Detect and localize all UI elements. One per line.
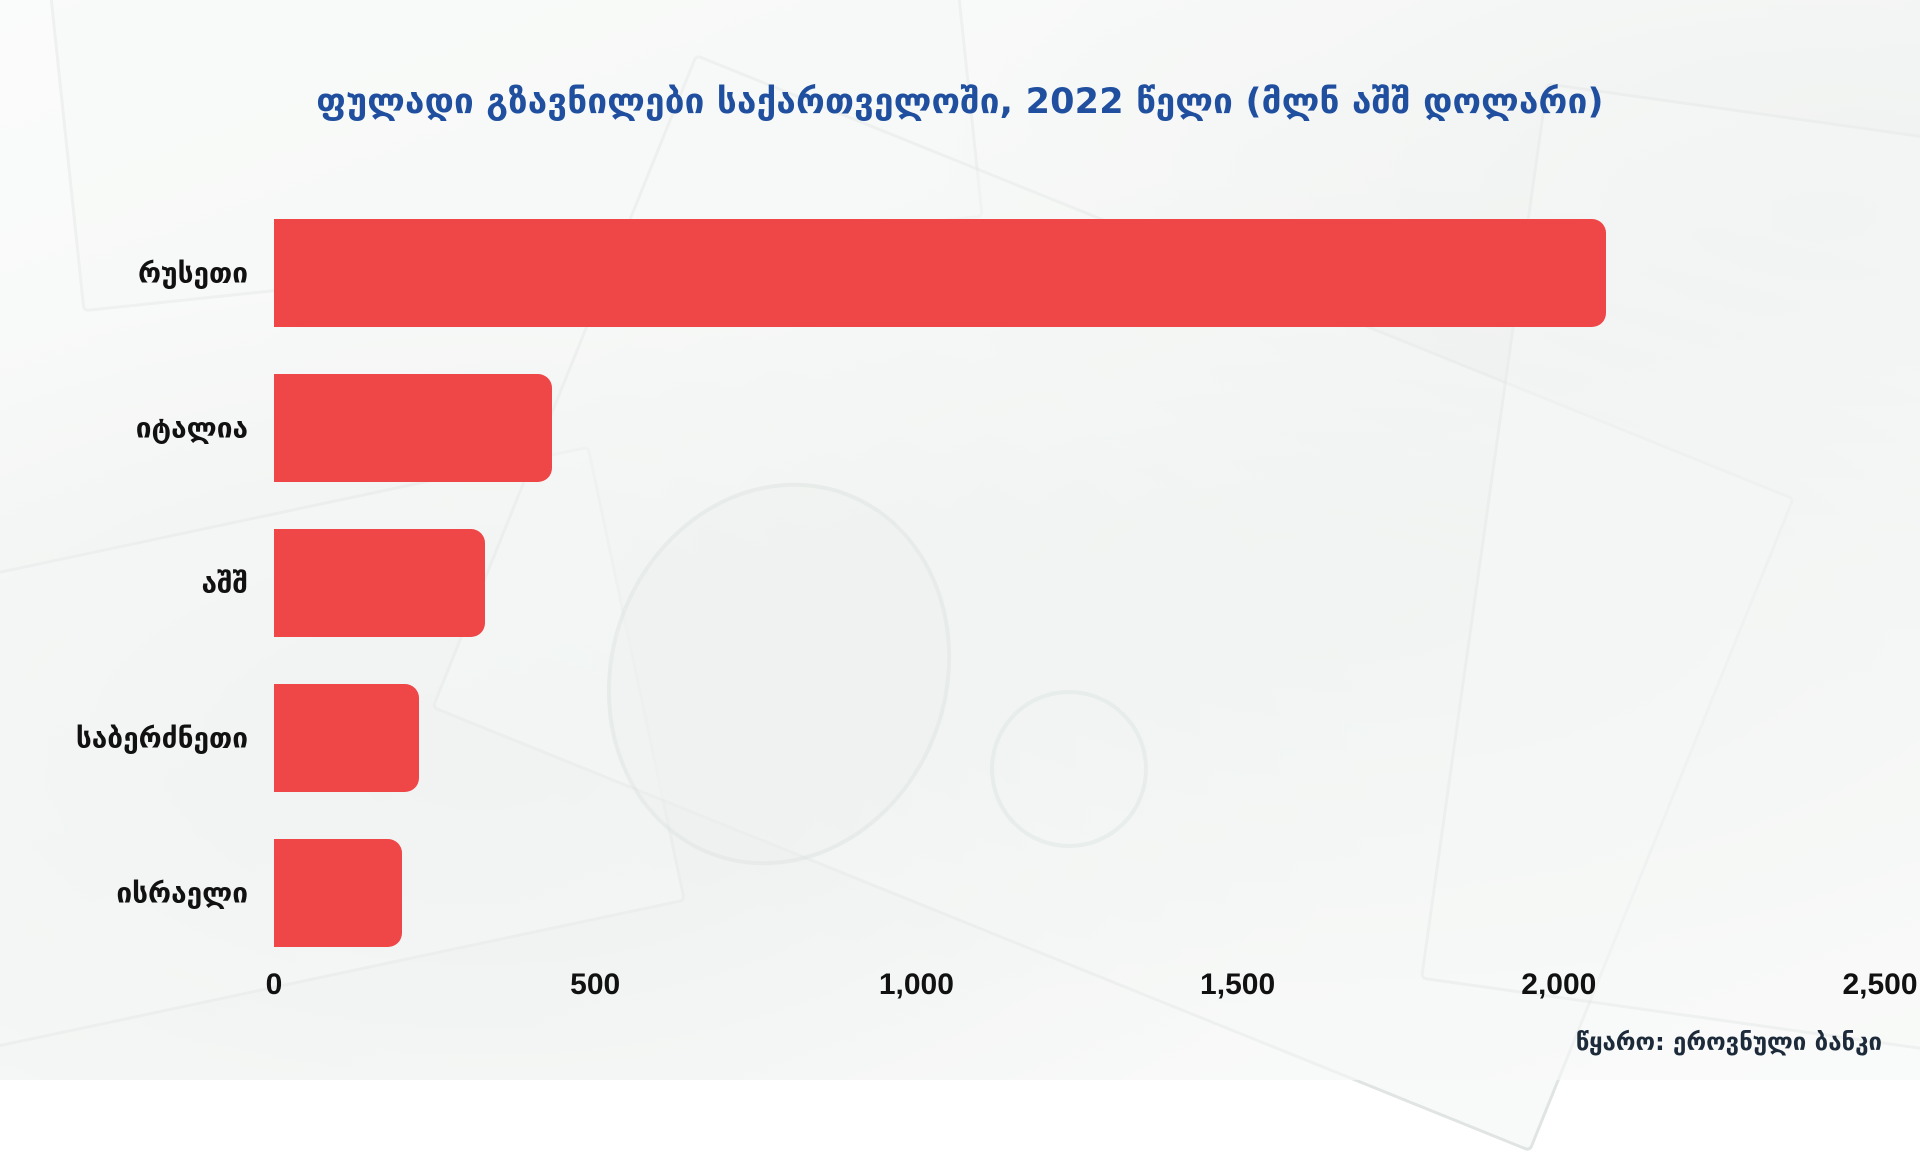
- bar-4: [274, 839, 403, 947]
- remittances-bar-chart: ფულადი გზავნილები საქართველოში, 2022 წელ…: [75, 82, 1918, 1056]
- x-tick-label: 0: [265, 968, 283, 1001]
- category-label: აშშ: [201, 566, 248, 600]
- bar-1: [274, 374, 552, 482]
- source-note: წყარო: ეროვნული ბანკი: [1575, 1028, 1882, 1056]
- x-tick-label: 500: [570, 968, 621, 1001]
- x-tick-label: 2,500: [1842, 968, 1918, 1001]
- x-tick-label: 1,500: [1200, 968, 1276, 1001]
- x-tick-label: 2,000: [1521, 968, 1597, 1001]
- category-label: ისრაელი: [116, 876, 248, 910]
- category-label: იტალია: [135, 411, 248, 445]
- x-tick-label: 1,000: [878, 968, 954, 1001]
- bar-0: [274, 219, 1606, 327]
- category-label: რუსეთი: [137, 256, 248, 290]
- category-label: საბერძნეთი: [75, 721, 248, 755]
- chart-title: ფულადი გზავნილები საქართველოში, 2022 წელ…: [316, 82, 1604, 122]
- bar-3: [274, 684, 419, 792]
- bar-2: [274, 529, 485, 637]
